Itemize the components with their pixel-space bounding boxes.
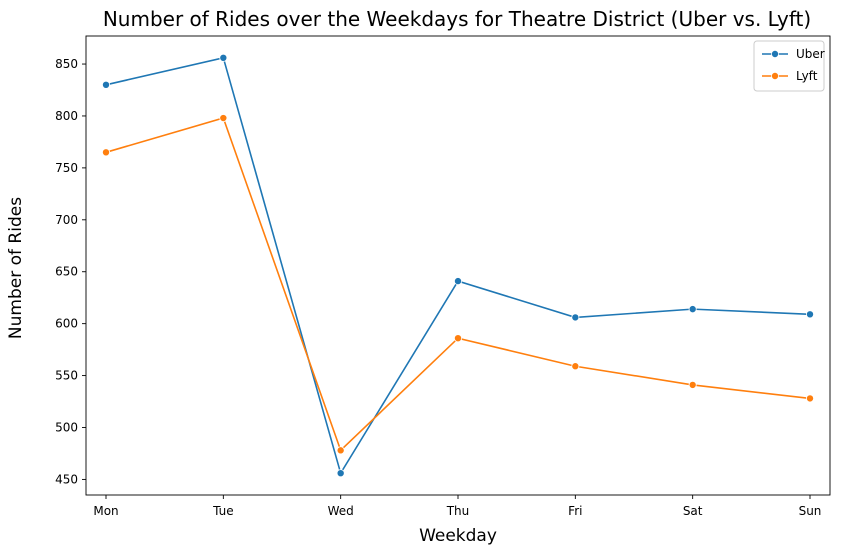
- y-tick-label: 700: [55, 213, 78, 227]
- legend-label-uber: Uber: [796, 47, 825, 61]
- x-axis-label: Weekday: [419, 526, 497, 546]
- y-tick-label: 550: [55, 369, 78, 383]
- data-point-uber: [688, 305, 697, 314]
- x-axis: Mon Tue Wed Thu Fri Sat Sun: [93, 495, 821, 518]
- plot-frame: [85, 35, 831, 496]
- y-tick-label: 650: [55, 265, 78, 279]
- series-layer: [102, 53, 815, 478]
- data-point-uber: [453, 277, 462, 286]
- data-point-lyft: [688, 380, 697, 389]
- chart-title: Number of Rides over the Weekdays for Th…: [103, 7, 811, 31]
- plot-area: [85, 35, 831, 496]
- data-point-uber: [219, 53, 228, 62]
- data-point-lyft: [102, 148, 111, 157]
- data-point-uber: [336, 469, 345, 478]
- x-tick-label: Fri: [568, 504, 582, 518]
- x-tick-label: Thu: [446, 504, 470, 518]
- x-tick-label: Wed: [328, 504, 354, 518]
- data-point-lyft: [571, 362, 580, 371]
- data-point-lyft: [219, 114, 228, 123]
- y-tick-label: 750: [55, 161, 78, 175]
- y-axis: 450 500 550 600 650 700 750 800 850: [55, 57, 86, 486]
- data-point-uber: [571, 313, 580, 322]
- data-point-lyft: [336, 446, 345, 455]
- data-point-lyft: [453, 334, 462, 343]
- x-tick-label: Sat: [683, 504, 703, 518]
- y-axis-label: Number of Rides: [6, 197, 26, 339]
- legend-marker-lyft: [771, 72, 780, 81]
- legend: Uber Lyft: [753, 40, 825, 92]
- data-point-uber: [102, 80, 111, 89]
- y-tick-label: 450: [55, 472, 78, 486]
- data-point-lyft: [806, 394, 815, 403]
- legend-marker-uber: [771, 50, 780, 59]
- y-tick-label: 500: [55, 421, 78, 435]
- y-tick-label: 850: [55, 57, 78, 71]
- x-tick-label: Sun: [799, 504, 822, 518]
- x-tick-label: Mon: [93, 504, 118, 518]
- legend-label-lyft: Lyft: [796, 69, 818, 83]
- y-tick-label: 600: [55, 317, 78, 331]
- series-line-uber: [105, 56, 811, 476]
- x-tick-label: Tue: [212, 504, 234, 518]
- y-tick-label: 800: [55, 109, 78, 123]
- data-point-uber: [806, 310, 815, 319]
